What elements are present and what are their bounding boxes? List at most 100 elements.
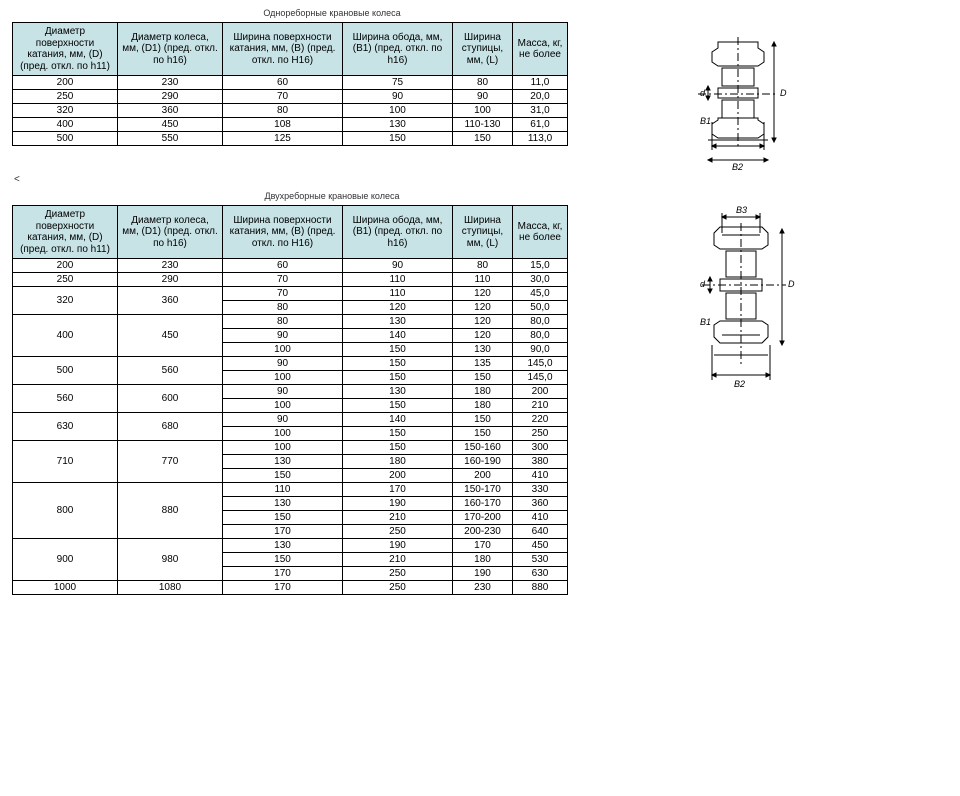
cell: 150 [343,399,453,413]
col-header: Масса, кг, не более [513,206,568,259]
cell: 150 [343,441,453,455]
cell: 130 [343,385,453,399]
cell: 210 [513,399,568,413]
lbl2-B1: B1 [700,317,711,327]
col-header: Ширина обода, мм, (B1) (пред. откл. по h… [343,206,453,259]
cell: 230 [118,259,223,273]
table-row: 3203607011012045,0 [13,287,568,301]
cell: 410 [513,511,568,525]
cell: 150 [223,511,343,525]
cell: 150-160 [453,441,513,455]
cell: 130 [453,343,513,357]
table-double-flange: Диаметр поверхности катания, мм, (D) (пр… [12,205,568,595]
cell: 110 [343,287,453,301]
cell: 80 [453,259,513,273]
cell: 180 [453,553,513,567]
cell: 80 [453,76,513,90]
lbl-d: d [700,88,706,98]
table-row: 800880110170150-170330 [13,483,568,497]
cell: 250 [13,90,118,104]
cell: 120 [343,301,453,315]
cell: 320 [13,104,118,118]
cell: 150 [343,132,453,146]
cell: 560 [118,357,223,385]
cell: 110 [223,483,343,497]
cell: 160-170 [453,497,513,511]
cell: 125 [223,132,343,146]
cell: 100 [223,427,343,441]
cell: 630 [13,413,118,441]
cell: 90 [223,329,343,343]
cell: 450 [513,539,568,553]
col-header: Диаметр колеса, мм, (D1) (пред. откл. по… [118,206,223,259]
table-row: 10001080170250230880 [13,581,568,595]
table-row: 900980130190170450 [13,539,568,553]
cell: 145,0 [513,371,568,385]
cell: 800 [13,483,118,539]
cell: 15,0 [513,259,568,273]
cell: 160-190 [453,455,513,469]
cell: 880 [513,581,568,595]
cell: 400 [13,118,118,132]
cell: 80,0 [513,315,568,329]
section1-title: Однореборные крановые колеса [12,8,652,18]
lbl-D: D [780,88,787,98]
cell: 80 [223,315,343,329]
cell: 150 [343,427,453,441]
cell: 120 [453,301,513,315]
cell: 710 [13,441,118,483]
cell: 410 [513,469,568,483]
cell: 75 [343,76,453,90]
table-row: 400450108130110-13061,0 [13,118,568,132]
cell: 130 [343,118,453,132]
cell: 150 [343,357,453,371]
cell: 130 [223,497,343,511]
cell: 500 [13,357,118,385]
cell: 130 [223,539,343,553]
cell: 190 [343,497,453,511]
cell: 90 [223,357,343,371]
cell: 320 [13,287,118,315]
cell: 360 [513,497,568,511]
cell: 170-200 [453,511,513,525]
cell: 145,0 [513,357,568,371]
table-row: 20023060908015,0 [13,259,568,273]
cell: 90 [223,413,343,427]
cell: 170 [223,581,343,595]
cell: 180 [453,399,513,413]
cell: 200 [453,469,513,483]
cell: 190 [453,567,513,581]
cell: 90 [223,385,343,399]
col-header: Ширина поверхности катания, мм, (B) (пре… [223,23,343,76]
cell: 1000 [13,581,118,595]
cell: 630 [513,567,568,581]
cell: 100 [223,399,343,413]
cell: 250 [343,581,453,595]
cell: 200 [343,469,453,483]
cell: 150-170 [453,483,513,497]
cell: 80 [223,301,343,315]
cell: 210 [343,511,453,525]
cell: 61,0 [513,118,568,132]
cell: 120 [453,329,513,343]
section2-row: Диаметр поверхности катания, мм, (D) (пр… [12,205,948,603]
cell: 210 [343,553,453,567]
cell: 70 [223,90,343,104]
cell: 900 [13,539,118,581]
cell: 360 [118,104,223,118]
section1-row: Диаметр поверхности катания, мм, (D) (пр… [12,22,948,172]
cell: 80,0 [513,329,568,343]
cell: 1080 [118,581,223,595]
cell: 110 [343,273,453,287]
cell: 200-230 [453,525,513,539]
cell: 250 [343,525,453,539]
cell: 880 [118,483,223,539]
cell: 150 [343,343,453,357]
cell: 110 [453,273,513,287]
cell: 100 [223,371,343,385]
cell: 640 [513,525,568,539]
cell: 70 [223,287,343,301]
cell: 60 [223,259,343,273]
table-row: 25029070909020,0 [13,90,568,104]
cell: 100 [223,441,343,455]
